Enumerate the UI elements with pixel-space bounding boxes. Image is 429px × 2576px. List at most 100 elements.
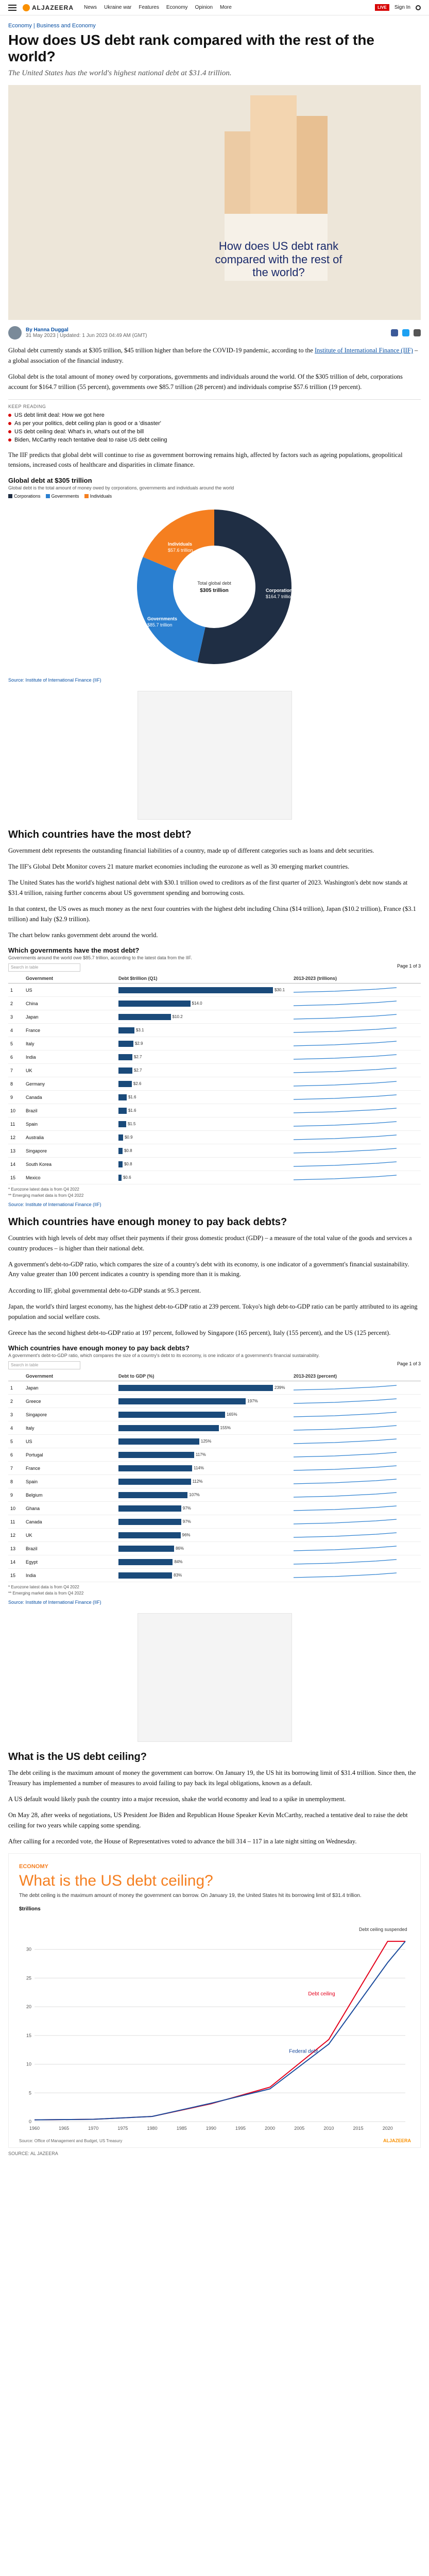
hero-caption-panel	[225, 214, 328, 281]
legend-corporations: Corporations	[8, 494, 41, 499]
value-bar	[118, 1094, 127, 1100]
keep-reading-item[interactable]: US debt limit deal: How we got here	[8, 412, 421, 418]
sparkline-line	[293, 1398, 397, 1404]
menu-icon[interactable]	[8, 4, 16, 11]
value-label: $2.7	[133, 1068, 142, 1073]
donut-slice-individuals[interactable]	[143, 509, 214, 571]
trend-cell	[291, 1130, 421, 1145]
table-search-input[interactable]: Search in table	[8, 963, 80, 972]
value-label: $0.6	[123, 1175, 131, 1180]
value-label: 125%	[200, 1439, 212, 1444]
table-source[interactable]: Source: Institute of International Finan…	[8, 1202, 101, 1208]
rank-cell: 9	[8, 1488, 24, 1502]
nav-item[interactable]: News	[84, 5, 97, 10]
x-tick-label: 2000	[265, 2126, 275, 2131]
table-row: 9 Belgium 107%	[8, 1488, 421, 1502]
advertisement-slot[interactable]	[137, 1613, 292, 1742]
value-cell: $0.9	[116, 1130, 291, 1145]
table-row: 13 Singapore $0.8	[8, 1144, 421, 1158]
value-cell: 117%	[116, 1448, 291, 1462]
government-cell: Singapore	[24, 1144, 116, 1158]
nav-item[interactable]: Opinion	[195, 5, 213, 10]
value-cell: $2.6	[116, 1077, 291, 1091]
share-icon[interactable]	[414, 329, 421, 337]
government-cell: India	[24, 1050, 116, 1064]
rank-cell: 4	[8, 1023, 24, 1038]
value-label: $1.6	[128, 1095, 136, 1100]
paragraph: The United States has the world's highes…	[8, 879, 408, 896]
nav-item[interactable]: Features	[139, 5, 159, 10]
x-tick-label: 1970	[88, 2126, 98, 2131]
advertisement-slot[interactable]	[137, 690, 292, 820]
bullet-icon	[8, 413, 11, 417]
table-row: 2 China $14.0	[8, 996, 421, 1011]
value-bar	[118, 1013, 171, 1020]
donut-slice-governments[interactable]	[137, 556, 205, 663]
value-bar	[118, 1425, 219, 1431]
nav-item[interactable]: More	[220, 5, 232, 10]
table-row: 2 Greece 197%	[8, 1394, 421, 1409]
x-tick-label: 1990	[206, 2126, 216, 2131]
rank-cell: 10	[8, 1104, 24, 1118]
top-navigation-bar: ALJAZEERA News Ukraine war Features Econ…	[0, 0, 429, 15]
donut-slice-corporations[interactable]	[197, 509, 291, 664]
table-notes: * Eurozone latest data is from Q4 2022 **…	[8, 1585, 84, 1596]
trend-sparkline	[293, 1094, 397, 1100]
table-pagination[interactable]: Page 1 of 3	[397, 963, 421, 969]
sparkline-line	[293, 1001, 397, 1006]
live-badge[interactable]: LIVE	[375, 4, 389, 11]
value-cell: $2.7	[116, 1063, 291, 1078]
trend-sparkline	[293, 1081, 397, 1087]
value-bar	[118, 1572, 173, 1579]
trend-cell	[291, 1408, 421, 1422]
government-cell: Japan	[24, 1381, 116, 1395]
site-logo[interactable]: ALJAZEERA	[23, 4, 74, 11]
value-bar	[118, 1067, 132, 1074]
rank-cell: 12	[8, 1130, 24, 1145]
value-bar	[118, 1134, 123, 1141]
iif-link[interactable]: Institute of International Finance (IIF)	[315, 347, 413, 354]
trend-sparkline	[293, 1001, 397, 1006]
table-pagination[interactable]: Page 1 of 3	[397, 1361, 421, 1367]
rank-cell: 1	[8, 1381, 24, 1395]
keep-reading-item[interactable]: US debt ceiling deal: What's in, what's …	[8, 429, 421, 435]
donut-subtitle: Global debt is the total amount of money…	[8, 485, 234, 490]
share-buttons	[391, 329, 421, 337]
table-search-input[interactable]: Search in table	[8, 1361, 80, 1370]
sign-in-link[interactable]: Sign In	[394, 5, 410, 10]
value-label: 86%	[175, 1546, 184, 1551]
paragraph: Government debt represents the outstandi…	[8, 846, 374, 854]
breadcrumb[interactable]: Economy | Business and Economy	[8, 23, 96, 29]
section-heading: Which countries have the most debt?	[8, 828, 192, 840]
byline: By Hanna Duggal 31 May 2023 | Updated: 1…	[8, 326, 421, 340]
value-bar	[118, 1398, 246, 1404]
trend-sparkline	[293, 1041, 397, 1046]
nav-item[interactable]: Economy	[166, 5, 188, 10]
trend-sparkline	[293, 1425, 397, 1431]
donut-center-value: $305 trillion	[200, 588, 229, 594]
trend-sparkline	[293, 1054, 397, 1060]
government-cell: Spain	[24, 1475, 116, 1489]
keep-reading-item[interactable]: As per your politics, debt ceiling plan …	[8, 420, 421, 427]
table-row: 6 Portugal 117%	[8, 1448, 421, 1462]
value-bar	[118, 1121, 126, 1127]
government-cell: Germany	[24, 1077, 116, 1091]
hero-building-2	[297, 116, 328, 214]
trend-sparkline	[293, 1532, 397, 1538]
donut-source[interactable]: Source: Institute of International Finan…	[8, 677, 101, 683]
trend-cell	[291, 1568, 421, 1583]
table-source[interactable]: Source: Institute of International Finan…	[8, 1600, 101, 1605]
value-bar	[118, 1505, 181, 1512]
value-bar	[118, 1080, 132, 1087]
author-name[interactable]: By Hanna Duggal	[26, 327, 68, 333]
government-cell: Canada	[24, 1515, 116, 1529]
rank-cell: 3	[8, 1408, 24, 1422]
value-bar	[118, 1465, 193, 1471]
nav-item[interactable]: Ukraine war	[104, 5, 132, 10]
government-cell: Spain	[24, 1117, 116, 1131]
sparkline-line	[293, 1054, 397, 1060]
facebook-icon[interactable]	[391, 329, 398, 337]
search-icon[interactable]	[416, 5, 421, 10]
twitter-icon[interactable]	[402, 329, 409, 337]
keep-reading-item[interactable]: Biden, McCarthy reach tentative deal to …	[8, 437, 421, 443]
